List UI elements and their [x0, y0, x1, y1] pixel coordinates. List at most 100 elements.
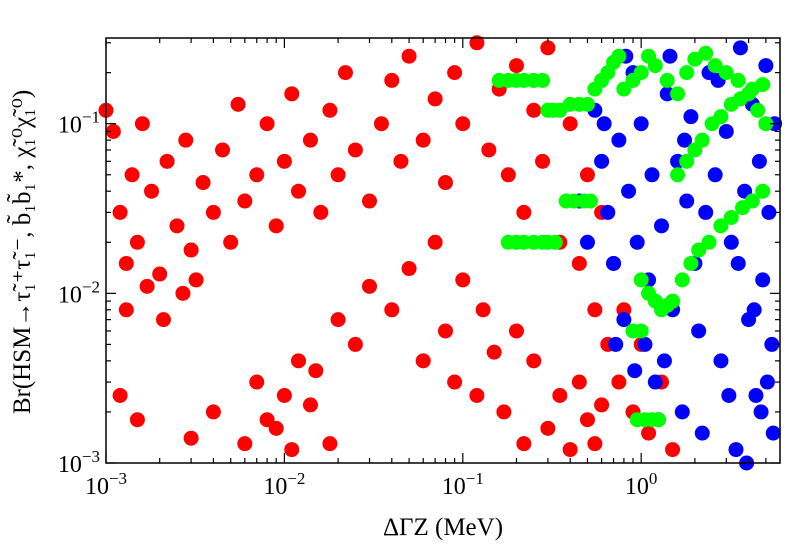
blue-point — [718, 123, 734, 139]
red-point — [223, 234, 239, 250]
green-point — [723, 209, 739, 225]
red-point — [178, 132, 194, 148]
red-point — [124, 167, 140, 183]
red-point — [322, 102, 338, 118]
green-point — [694, 132, 710, 148]
blue-point — [633, 116, 649, 132]
red-point — [284, 442, 300, 458]
green-point — [647, 58, 663, 74]
red-point — [373, 116, 389, 132]
blue-point — [659, 86, 675, 102]
red-point — [118, 255, 134, 271]
blue-point — [674, 404, 690, 420]
red-point — [496, 404, 512, 420]
green-point — [665, 293, 681, 309]
red-point — [362, 278, 378, 294]
red-point — [155, 312, 171, 328]
red-point — [415, 353, 431, 369]
red-point — [134, 116, 150, 132]
blue-point — [753, 404, 769, 420]
red-point — [183, 242, 199, 258]
red-point — [540, 40, 556, 56]
blue-point — [723, 234, 739, 250]
green-point — [744, 193, 760, 209]
blue-point — [656, 353, 672, 369]
blue-point — [606, 255, 622, 271]
red-point — [587, 302, 603, 318]
red-point — [268, 420, 284, 436]
red-point — [455, 272, 471, 288]
red-point — [540, 420, 556, 436]
red-point — [481, 142, 497, 158]
green-point — [713, 218, 729, 234]
red-point — [237, 436, 253, 452]
blue-point — [721, 387, 737, 403]
x-tick-label: 10−1 — [442, 469, 484, 500]
x-tick-label: 10−2 — [263, 469, 305, 500]
red-point — [144, 183, 160, 199]
green-point — [535, 72, 551, 88]
blue-point — [654, 218, 670, 234]
green-point — [579, 96, 595, 112]
blue-point — [683, 109, 699, 125]
plot-frame — [105, 37, 781, 464]
red-point — [291, 353, 307, 369]
red-point — [249, 167, 265, 183]
red-point — [169, 218, 185, 234]
red-point — [384, 302, 400, 318]
axis-ticks: 10−3 10−2 10−1 100 10−3 10−2 10−1 — [58, 38, 780, 500]
x-tick-label: 100 — [625, 469, 658, 500]
red-point — [393, 153, 409, 169]
red-point — [313, 204, 329, 220]
red-point — [139, 278, 155, 294]
red-point — [302, 397, 318, 413]
y-tick-label: 10−1 — [58, 108, 100, 139]
red-point — [500, 167, 516, 183]
green-point — [650, 412, 666, 428]
red-point — [302, 132, 318, 148]
red-point — [401, 48, 417, 64]
red-point — [401, 261, 417, 277]
blue-point — [748, 387, 764, 403]
green-point — [611, 48, 627, 64]
red-point — [308, 363, 324, 379]
blue-point — [627, 363, 643, 379]
red-point — [205, 404, 221, 420]
green-point — [547, 234, 563, 250]
red-point — [259, 116, 275, 132]
blue-point — [707, 167, 723, 183]
red-point — [552, 387, 568, 403]
blue-point — [679, 193, 695, 209]
data-points — [98, 35, 783, 471]
blue-point — [732, 40, 748, 56]
green-point — [718, 65, 734, 81]
red-point — [665, 442, 681, 458]
blue-point — [759, 374, 775, 390]
red-point — [129, 412, 145, 428]
red-point — [152, 266, 168, 282]
series-red — [98, 35, 681, 458]
red-point — [611, 374, 627, 390]
green-point — [698, 45, 714, 61]
green-point — [750, 102, 766, 118]
red-point — [562, 442, 578, 458]
blue-point — [608, 336, 624, 352]
red-point — [587, 436, 603, 452]
blue-point — [713, 353, 729, 369]
red-point — [516, 204, 532, 220]
red-point — [330, 167, 346, 183]
x-axis-title: ΔΓZ (MeV) — [383, 514, 503, 541]
blue-point — [761, 204, 777, 220]
blue-point — [594, 153, 610, 169]
red-point — [526, 102, 542, 118]
blue-point — [677, 132, 693, 148]
green-point — [713, 109, 729, 125]
red-point — [276, 387, 292, 403]
red-point — [641, 425, 657, 441]
blue-point — [629, 234, 645, 250]
blue-point — [611, 132, 627, 148]
red-point — [415, 132, 431, 148]
y-tick-label: 10−3 — [58, 447, 100, 478]
red-point — [118, 302, 134, 318]
red-point — [347, 142, 363, 158]
